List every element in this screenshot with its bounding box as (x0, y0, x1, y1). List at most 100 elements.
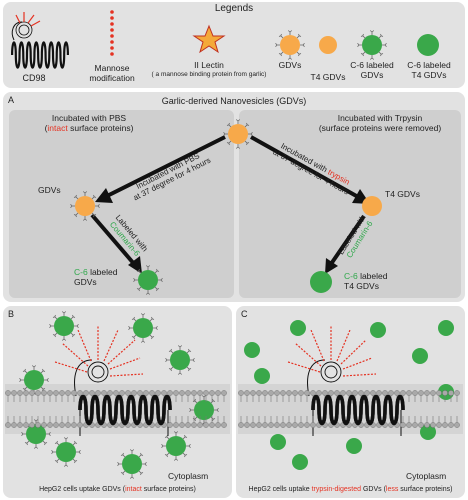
lipid-head (304, 390, 310, 396)
c6-t4-labeled: labeled (357, 271, 388, 281)
lipid-head (418, 390, 424, 396)
lipid-head (268, 422, 274, 428)
panel-c-caption-less: less (385, 486, 399, 493)
lipid-head (101, 390, 107, 396)
lipid-head (430, 390, 436, 396)
lipid-head (448, 422, 454, 428)
lipid-head (221, 390, 227, 396)
lipid-head (442, 390, 448, 396)
lipid-head (95, 390, 101, 396)
c6-gdvs-c6: C-6 (74, 267, 88, 277)
legend-t4-gdvs: T4 GDVs (310, 72, 346, 82)
c6-t4-gdv-legend-icon (417, 34, 439, 56)
legend-gdvs: GDVs (278, 60, 302, 70)
lipid-head (131, 390, 137, 396)
lipid-head (173, 390, 179, 396)
lipid-head (11, 390, 17, 396)
lipid-head (424, 422, 430, 428)
lipid-head (448, 390, 454, 396)
gdvs-label: GDVs (38, 185, 61, 195)
lipid-head (358, 390, 364, 396)
lipid-head (11, 422, 17, 428)
panel-c-cytoplasm: Cytoplasm (406, 471, 447, 481)
lipid-head (107, 390, 113, 396)
panel-b-red-lines (54, 326, 144, 377)
lipid-head (143, 390, 149, 396)
panel-b-caption-c: surface proteins) (141, 486, 196, 493)
lipid-head (119, 390, 125, 396)
lipid-head (268, 390, 274, 396)
lipid-head (454, 390, 460, 396)
panel-b-caption-intact: intact (125, 486, 142, 493)
lipid-head (250, 422, 256, 428)
panel-a-left-box (9, 110, 234, 298)
arrow-left-labeling (90, 213, 142, 274)
legend-c6-t4-line2: T4 GDVs (411, 69, 447, 80)
arrow-right-labeling (325, 214, 366, 274)
panel-b-caption: HepG2 cells uptake GDVs (intact surface … (3, 486, 232, 494)
lectin-legend-icon (192, 24, 226, 54)
receptor-overlay (78, 394, 405, 426)
lipid-head (71, 390, 77, 396)
lipid-head (256, 422, 262, 428)
legend-title: Legends (214, 3, 254, 14)
c6-t4-c6: C-6 (344, 271, 358, 281)
panel-c-caption-a: HepG2 cells uptake (248, 486, 312, 493)
lipid-head (41, 390, 47, 396)
left-heading-tail: surface proteins) (67, 122, 134, 133)
lipid-head (47, 390, 53, 396)
lipid-head (197, 422, 203, 428)
panel-c-caption: HepG2 cells uptake trypsin-digested GDVs… (236, 486, 465, 494)
panel-c-letter: C (241, 309, 248, 319)
lipid-head (244, 422, 250, 428)
panel-c-caption-trypsin: trypsin-digested (311, 486, 362, 493)
lipid-head (179, 422, 185, 428)
lipid-head (209, 390, 215, 396)
lipid-head (406, 422, 412, 428)
lipid-head (221, 422, 227, 428)
lipid-head (280, 422, 286, 428)
lipid-head (209, 422, 215, 428)
lipid-head (185, 390, 191, 396)
right-heading: Incubated with Trpysin (surface proteins… (300, 113, 460, 134)
panel-c-caption-e: surface proteins) (398, 486, 453, 493)
panel-c-caption-c: GDVs ( (361, 486, 386, 493)
lipid-head (418, 422, 424, 428)
lipid-head (310, 422, 316, 428)
lipid-head (53, 390, 59, 396)
lipid-head (191, 422, 197, 428)
lipid-head (173, 422, 179, 428)
lipid-head (29, 422, 35, 428)
lipid-head (262, 422, 268, 428)
lipid-head (71, 422, 77, 428)
panel-a-title: Garlic-derived Nanovesicles (GDVs) (161, 96, 307, 106)
legend-c6-t4-line1: C-6 labeled (407, 60, 451, 70)
lipid-head (215, 390, 221, 396)
legend-c6-t4-gdvs: C-6 labeled T4 GDVs (400, 60, 458, 81)
lipid-head (388, 390, 394, 396)
lipid-head (262, 390, 268, 396)
lipid-head (412, 422, 418, 428)
lipid-head (238, 390, 244, 396)
panel-b-caption-a: HepG2 cells uptake GDVs ( (39, 486, 126, 493)
lipid-head (310, 390, 316, 396)
lipid-head (406, 390, 412, 396)
lipid-head (155, 390, 161, 396)
legend-cd98: CD98 (22, 73, 46, 83)
left-heading: Incubated with PBS (intact surface prote… (14, 113, 164, 134)
lipid-head (179, 390, 185, 396)
lipid-head (442, 422, 448, 428)
lipid-head (412, 390, 418, 396)
lipid-head (89, 390, 95, 396)
lipid-head (29, 390, 35, 396)
lipid-head (286, 422, 292, 428)
panel-a-right-box (239, 110, 461, 298)
lipid-head (454, 422, 460, 428)
lipid-head (77, 422, 83, 428)
c6-t4-gdv-result (310, 271, 332, 293)
lipid-head (370, 390, 376, 396)
lipid-head (400, 390, 406, 396)
left-heading-intact: intact (47, 122, 68, 133)
lipid-head (197, 390, 203, 396)
